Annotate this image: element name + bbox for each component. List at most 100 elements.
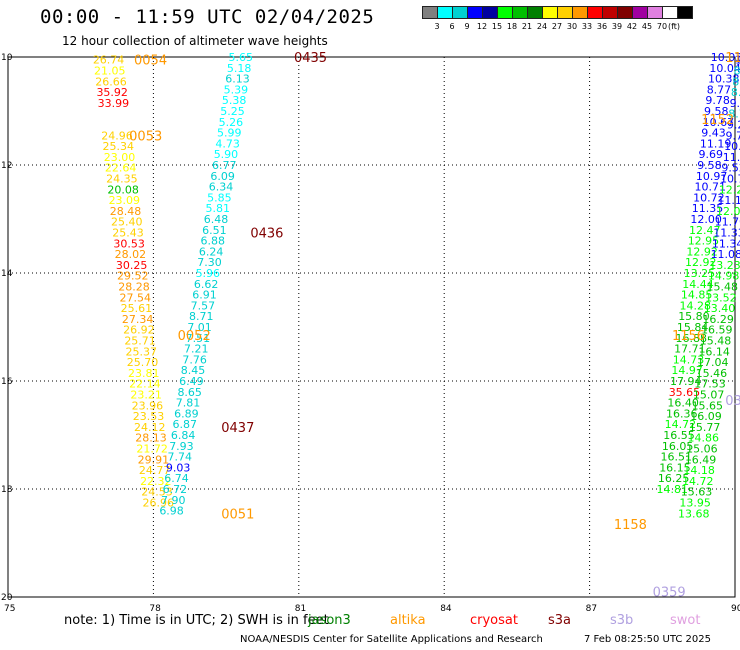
wave-height-reading: 5.81 (205, 202, 230, 215)
wave-height-reading: 7.93 (169, 440, 194, 453)
pass-time-label: 1152 (701, 113, 734, 128)
wave-height-reading: 8.54 (731, 86, 740, 99)
wave-height-reading: 5.65 (229, 51, 254, 64)
map-frame (7, 56, 736, 598)
wave-height-reading: 25.70 (127, 356, 159, 369)
legend-unit: (ft) (667, 22, 681, 31)
wave-height-reading: 8.71 (189, 310, 214, 323)
legend-label: 12 (476, 22, 488, 31)
wave-height-reading: 10.71 (694, 181, 726, 194)
wave-height-reading: 26.74 (93, 54, 125, 67)
wave-height-reading: 10.72 (693, 191, 725, 204)
wave-height-reading: 6.84 (171, 429, 196, 442)
wave-height-reading: 16.29 (702, 313, 734, 326)
legend-label: 39 (611, 22, 623, 31)
wave-height-reading: 35.92 (96, 86, 128, 99)
wave-height-reading: 23.81 (128, 367, 160, 380)
wave-height-reading: 11.70 (715, 216, 740, 229)
wave-height-reading: 6.72 (163, 483, 188, 496)
wave-height-reading: 15.46 (696, 367, 728, 380)
wave-height-reading: 24.96 (101, 129, 133, 142)
wave-height-reading: 25.40 (111, 216, 143, 229)
wave-height-reading: 13.25 (684, 267, 716, 280)
pass-time-label: 1158 (614, 518, 647, 533)
lon-tick-label: 90 (731, 604, 740, 614)
wave-height-reading: 12.00 (690, 213, 722, 226)
legend-label: 45 (641, 22, 653, 31)
wave-height-reading: 23.21 (130, 389, 162, 402)
pass-time-label: 1156 (672, 329, 705, 344)
wave-height-reading: 5.85 (207, 191, 232, 204)
legend-label: 3 (434, 22, 440, 31)
wave-height-reading: 17.04 (697, 356, 729, 369)
lat-tick-label: 10 (1, 53, 13, 63)
wave-height-reading: 25.43 (112, 227, 144, 240)
wave-height-reading: 12.92 (685, 256, 717, 269)
wave-height-reading: 24.12 (134, 421, 166, 434)
wave-height-reading: 14.44 (682, 278, 714, 291)
page-title: 00:00 - 11:59 UTC 02/04/2025 (40, 6, 375, 28)
wave-height-reading: 6.34 (209, 181, 234, 194)
wave-height-reading: 7.90 (161, 494, 186, 507)
legend-label: 18 (506, 22, 518, 31)
credits: NOAA/NESDIS Center for Satellite Applica… (240, 634, 543, 645)
lat-tick-label: 16 (1, 377, 13, 387)
wave-height-reading: 23.96 (132, 399, 164, 412)
wave-height-reading: 5.25 (220, 105, 245, 118)
legend-label: 70 (656, 22, 668, 31)
wave-height-reading: 15.80 (678, 310, 710, 323)
wave-height-reading: 16.14 (698, 345, 730, 358)
wave-height-reading: 14.81 (656, 483, 688, 496)
legend-label: 33 (581, 22, 593, 31)
wave-height-reading: 16.09 (690, 410, 722, 423)
wave-height-reading: 6.89 (174, 407, 199, 420)
pass-time-label: 0437 (221, 421, 254, 436)
wave-height-reading: 11.34 (712, 237, 740, 250)
pass-time-label: 0053 (129, 129, 162, 144)
wave-height-reading: 7.51 (186, 332, 211, 345)
wave-height-reading: 9.75 (726, 129, 740, 142)
wave-height-reading: 33.99 (98, 97, 130, 110)
lon-tick-label: 84 (440, 604, 452, 614)
wave-height-reading: 21.72 (136, 443, 168, 456)
lon-tick-label: 87 (586, 604, 597, 614)
legend-cryosat: cryosat (470, 613, 518, 628)
wave-height-reading: 17.94 (670, 375, 702, 388)
wave-height-reading: 30.53 (113, 237, 145, 250)
pass-time-label: 0052 (178, 329, 211, 344)
wave-height-reading: 16.36 (666, 407, 698, 420)
wave-height-reading: 15.48 (707, 281, 739, 294)
lon-tick-label: 81 (295, 604, 306, 614)
wave-height-reading: 5.90 (214, 148, 239, 161)
wave-height-reading: 8.65 (177, 386, 202, 399)
wave-height-reading: 11.56 (735, 54, 740, 67)
wave-height-reading: 23.53 (133, 410, 165, 423)
wave-height-reading: 11.35 (692, 202, 724, 215)
wave-height-reading: 17.71 (674, 343, 706, 356)
wave-height-reading: 30.25 (116, 259, 148, 272)
wave-height-reading: 5.39 (224, 83, 249, 96)
wave-height-reading: 10.67 (703, 116, 735, 129)
wave-height-reading: 11.08 (711, 248, 740, 261)
wave-height-reading: 12.47 (689, 224, 721, 237)
legend-label: 42 (626, 22, 638, 31)
legend-label: 24 (536, 22, 548, 31)
wave-height-reading: 24.77 (139, 464, 171, 477)
wave-height-reading: 22.64 (105, 162, 137, 175)
wave-height-reading: 24.53 (141, 486, 173, 499)
wave-height-reading: 23.00 (104, 151, 136, 164)
wave-height-reading: 12.20 (719, 183, 740, 196)
wave-height-reading: 13.52 (705, 291, 737, 304)
legend-swatch (677, 6, 693, 19)
wave-height-reading: 16.15 (659, 461, 691, 474)
wave-height-reading: 11.05 (723, 151, 740, 164)
wave-height-reading: 6.87 (172, 418, 197, 431)
wave-height-reading: 16.55 (663, 429, 695, 442)
wave-height-reading: 26.96 (142, 497, 174, 510)
pass-time-label: 0436 (250, 227, 283, 242)
wave-height-reading: 14.72 (682, 475, 714, 488)
wave-height-reading: 4.73 (215, 137, 240, 150)
wave-height-reading: 14.18 (683, 464, 715, 477)
lat-tick-label: 14 (1, 269, 13, 279)
legend-s3b: s3b (610, 613, 634, 628)
